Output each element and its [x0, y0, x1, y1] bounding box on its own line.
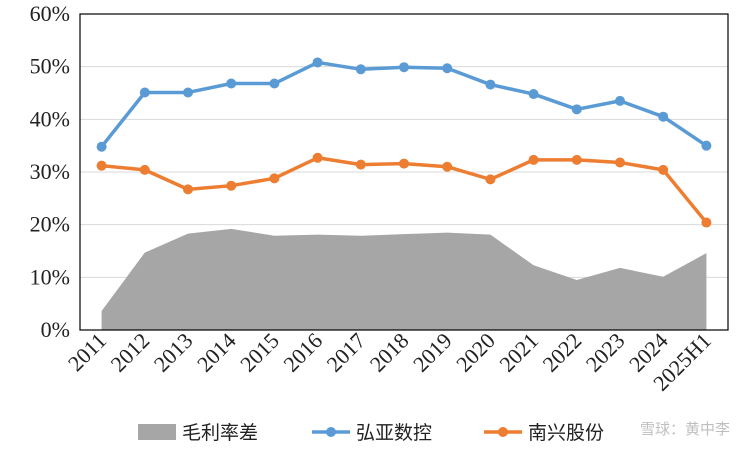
data-point [96, 141, 107, 152]
x-tick-label: 2023 [581, 328, 630, 377]
data-point [312, 152, 323, 163]
data-point [442, 161, 453, 172]
data-point [442, 63, 453, 74]
y-tick-label: 10% [30, 264, 70, 289]
legend-label: 毛利率差 [182, 422, 258, 444]
x-axis-tick-labels: 2011201220132014201520162017201820192020… [63, 328, 716, 396]
x-tick-label: 2011 [63, 328, 111, 376]
data-point [615, 95, 625, 106]
y-axis-tick-labels: 0% 10% 20% 30% 40% 50% 60% [30, 1, 70, 342]
data-point [183, 184, 193, 195]
x-tick-label: 2022 [538, 328, 587, 377]
y-tick-label: 60% [30, 1, 70, 26]
y-tick-label: 20% [30, 212, 70, 237]
x-tick-label: 2013 [149, 328, 198, 377]
x-tick-label: 2015 [235, 328, 284, 377]
data-point [701, 140, 712, 151]
data-point [312, 57, 323, 68]
legend-marker [498, 427, 508, 437]
y-tick-label: 40% [30, 106, 70, 131]
data-point [269, 173, 280, 184]
data-point [139, 87, 150, 98]
data-point [355, 64, 366, 75]
data-point [485, 79, 496, 90]
x-tick-label: 2012 [106, 328, 155, 377]
data-point [615, 157, 625, 168]
data-point [226, 78, 237, 89]
x-tick-label: 2016 [278, 328, 327, 377]
data-point [571, 104, 582, 115]
line-series-layer [96, 57, 712, 228]
data-point [399, 158, 409, 169]
data-point [528, 89, 539, 100]
y-tick-label: 30% [30, 159, 70, 184]
data-point [183, 87, 193, 98]
y-tick-label: 50% [30, 54, 70, 79]
x-tick-label: 2019 [408, 328, 457, 377]
line-series [100, 60, 708, 148]
data-point [355, 159, 366, 170]
watermark: 雪球：黄中李 [640, 420, 730, 438]
area-series-layer [101, 228, 707, 330]
x-tick-label: 2014 [192, 328, 241, 377]
data-point [485, 174, 496, 185]
data-point [226, 180, 237, 191]
plot-area-border [79, 13, 729, 331]
data-point [658, 164, 669, 175]
legend-label: 南兴股份 [528, 422, 604, 444]
data-point [658, 111, 669, 122]
data-point [269, 78, 280, 89]
x-tick-label: 2017 [322, 328, 371, 377]
data-point [701, 217, 712, 228]
data-point [139, 164, 150, 175]
data-point [399, 62, 409, 73]
legend-swatch [138, 424, 176, 440]
data-point [571, 154, 582, 165]
x-tick-label: 2020 [451, 328, 500, 377]
x-tick-label: 2018 [365, 328, 414, 377]
legend: 毛利率差 弘亚数控 南兴股份 [138, 422, 604, 444]
area-series [101, 228, 707, 330]
y-tick-label: 0% [41, 317, 70, 342]
x-tick-label: 2021 [494, 328, 543, 377]
data-point [528, 154, 539, 165]
data-point [96, 160, 107, 171]
legend-marker [326, 427, 336, 437]
legend-label: 弘亚数控 [356, 422, 432, 444]
